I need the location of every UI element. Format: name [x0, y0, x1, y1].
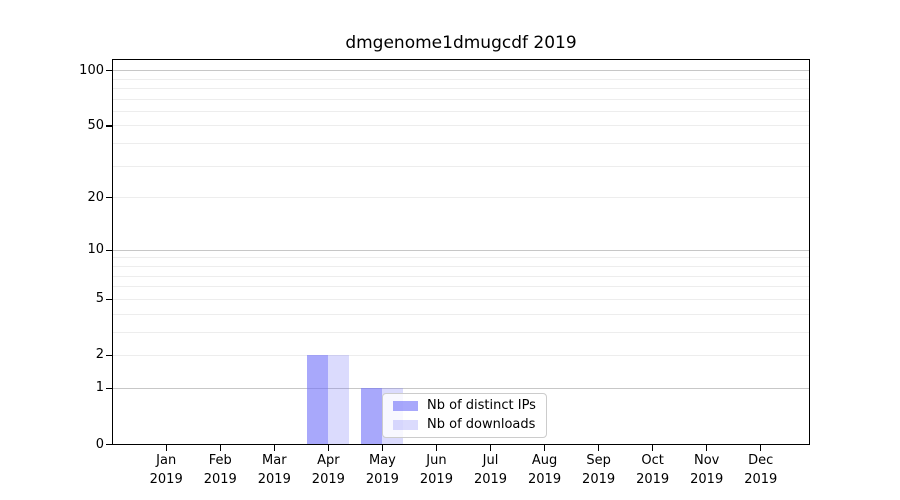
y-tick-label: 2: [95, 347, 104, 363]
x-tick-year: 2019: [636, 471, 670, 487]
y-tick-label: 10: [87, 242, 104, 258]
minor-gridline: [113, 110, 809, 112]
minor-gridline: [113, 286, 809, 288]
x-tick-label: May 2019: [350, 452, 414, 489]
x-tick-label: Apr 2019: [296, 452, 360, 489]
x-tick-mark: [706, 444, 708, 452]
x-tick-mark: [435, 444, 438, 452]
chart-title: dmgenome1dmugcdf 2019: [345, 33, 577, 53]
minor-gridline: [113, 143, 809, 145]
minor-gridline: [113, 197, 809, 199]
x-tick-label: Jul 2019: [459, 452, 523, 489]
x-tick-label: Jan 2019: [134, 452, 198, 489]
legend-swatch-distinct-ips: [393, 401, 418, 411]
x-tick-mark: [219, 444, 221, 452]
minor-gridline: [113, 298, 809, 300]
x-tick-year: 2019: [582, 471, 616, 487]
x-tick-year: 2019: [690, 471, 724, 487]
minor-gridline: [113, 331, 809, 333]
x-tick-month: Oct: [641, 453, 664, 468]
x-tick-month: Dec: [748, 453, 774, 468]
x-tick-year: 2019: [203, 471, 237, 487]
minor-gridline: [113, 125, 809, 127]
y-tick-mark: [105, 249, 113, 251]
major-gridline: [113, 249, 809, 251]
x-tick-month: Mar: [262, 453, 287, 468]
x-tick-mark: [273, 444, 275, 452]
major-gridline: [113, 387, 809, 389]
x-tick-mark: [543, 444, 546, 452]
minor-gridline: [113, 78, 809, 80]
x-tick-mark: [760, 444, 762, 452]
y-tick-label: 5: [95, 291, 104, 307]
x-tick-month: Jun: [426, 453, 447, 468]
x-tick-label: Aug 2019: [513, 452, 577, 489]
x-tick-mark: [327, 444, 329, 452]
x-tick-label: Sep 2019: [567, 452, 631, 489]
y-tick-mark: [105, 387, 113, 389]
minor-gridline: [113, 98, 809, 100]
x-tick-month: Jan: [156, 453, 177, 468]
bar-distinct-ips-may: [361, 388, 383, 444]
y-tick-mark: [105, 354, 113, 357]
minor-gridline: [113, 265, 809, 267]
x-tick-month: Jul: [482, 453, 499, 468]
x-tick-year: 2019: [419, 471, 453, 487]
x-tick-mark: [597, 444, 600, 452]
x-tick-label: Dec 2019: [729, 452, 793, 489]
y-tick-label: 20: [87, 189, 104, 205]
minor-gridline: [113, 257, 809, 259]
y-tick-mark: [105, 443, 113, 446]
legend: Nb of distinct IPs Nb of downloads: [382, 393, 547, 438]
minor-gridline: [113, 275, 809, 277]
minor-gridline: [113, 165, 809, 167]
x-tick-label: Feb 2019: [188, 452, 252, 489]
x-tick-month: Feb: [208, 453, 232, 468]
y-tick-mark: [105, 125, 113, 127]
major-gridline: [113, 70, 809, 72]
y-tick-mark: [105, 69, 113, 72]
y-tick-mark: [105, 197, 113, 199]
y-tick-label: 100: [79, 62, 104, 78]
x-tick-year: 2019: [311, 471, 345, 487]
x-tick-label: Jun 2019: [404, 452, 468, 489]
x-tick-mark: [489, 444, 492, 452]
x-tick-month: Sep: [586, 453, 611, 468]
x-tick-year: 2019: [365, 471, 399, 487]
x-tick-month: Apr: [317, 453, 340, 468]
plot-border: [111, 58, 810, 445]
x-tick-month: Nov: [694, 453, 720, 468]
legend-label-downloads: Nb of downloads: [427, 417, 536, 432]
x-tick-mark: [381, 444, 384, 452]
bar-distinct-ips-apr: [307, 355, 329, 444]
minor-gridline: [113, 313, 809, 315]
x-tick-label: Oct 2019: [621, 452, 685, 489]
x-tick-label: Mar 2019: [242, 452, 306, 489]
y-tick-label: 0: [95, 436, 104, 452]
x-tick-month: Aug: [531, 453, 558, 468]
x-tick-mark: [165, 444, 167, 452]
legend-swatch-downloads: [393, 420, 418, 430]
minor-gridline: [113, 87, 809, 89]
legend-label-distinct-ips: Nb of distinct IPs: [427, 398, 536, 413]
y-tick-label: 1: [95, 380, 104, 396]
bar-downloads-apr: [328, 355, 350, 444]
x-tick-mark: [652, 444, 654, 452]
legend-item-downloads: Nb of downloads: [393, 417, 536, 433]
x-tick-label: Nov 2019: [675, 452, 739, 489]
x-tick-month: May: [368, 453, 396, 468]
x-tick-year: 2019: [473, 471, 508, 487]
legend-item-distinct-ips: Nb of distinct IPs: [393, 398, 536, 414]
x-tick-year: 2019: [528, 471, 562, 487]
y-tick-label: 50: [87, 117, 104, 133]
y-tick-mark: [105, 298, 113, 300]
minor-gridline: [113, 354, 809, 356]
x-tick-year: 2019: [744, 471, 778, 487]
x-tick-year: 2019: [257, 471, 291, 487]
x-tick-year: 2019: [149, 471, 183, 487]
